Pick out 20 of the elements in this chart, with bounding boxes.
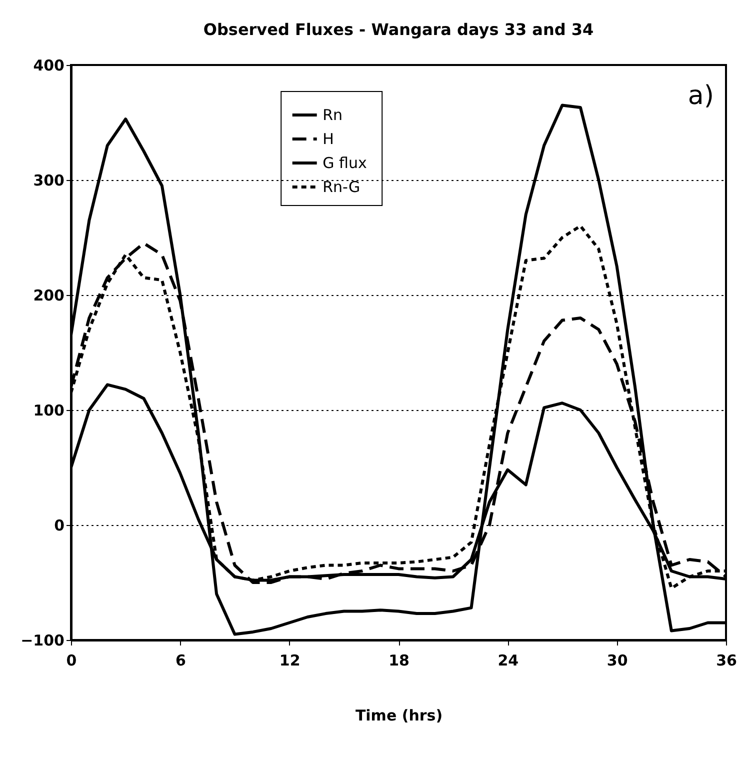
y-tick-label: 100 <box>33 402 64 420</box>
x-tick-label: 30 <box>606 652 628 670</box>
x-tick-label: 6 <box>175 652 186 670</box>
y-tick-label: 400 <box>33 56 64 74</box>
y-tick-label: −100 <box>20 632 64 650</box>
legend-label: Rn-G <box>322 178 360 196</box>
y-tick-label: 200 <box>33 286 64 304</box>
x-tick-label: 0 <box>66 652 77 670</box>
legend-label: H <box>322 130 334 148</box>
x-tick-label: 12 <box>279 652 300 670</box>
annotation: a) <box>688 81 714 111</box>
y-tick-label: 0 <box>54 516 64 534</box>
legend-label: G flux <box>322 154 367 172</box>
y-tick-label: 300 <box>33 172 64 190</box>
x-tick-label: 24 <box>498 652 519 670</box>
chart-title: Observed Fluxes - Wangara days 33 and 34 <box>203 20 594 39</box>
x-tick-label: 36 <box>716 652 737 670</box>
x-tick-label: 18 <box>388 652 410 670</box>
x-axis-title: Time (hrs) <box>355 706 443 724</box>
legend-label: Rn <box>322 106 343 124</box>
